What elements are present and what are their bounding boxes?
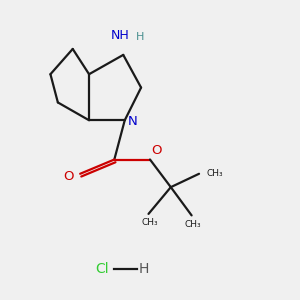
Text: Cl: Cl <box>96 262 109 276</box>
Text: H: H <box>139 262 149 276</box>
Text: NH: NH <box>111 28 130 41</box>
Text: CH₃: CH₃ <box>206 169 223 178</box>
Text: O: O <box>63 170 74 183</box>
Text: O: O <box>152 143 162 157</box>
Text: CH₃: CH₃ <box>142 218 158 227</box>
Text: N: N <box>128 115 137 128</box>
Text: H: H <box>135 32 144 42</box>
Text: CH₃: CH₃ <box>185 220 201 229</box>
